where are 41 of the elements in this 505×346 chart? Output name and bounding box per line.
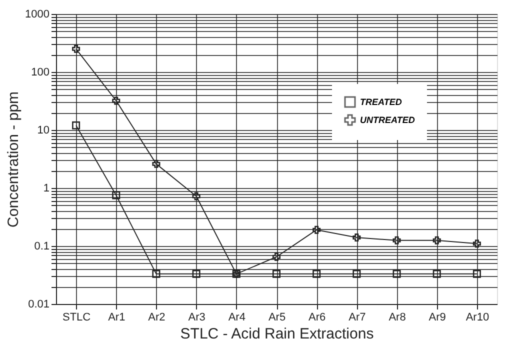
point: [312, 270, 321, 278]
point: [432, 236, 441, 244]
x-tick-label: Ar8: [388, 312, 406, 324]
x-tick-label: Ar4: [228, 312, 246, 324]
point: [392, 270, 401, 278]
point: [272, 270, 281, 278]
point: [392, 236, 401, 244]
point: [312, 226, 321, 234]
point: [272, 252, 281, 261]
x-tick-label: Ar6: [308, 312, 326, 324]
x-tick-label: Ar3: [188, 312, 206, 324]
y-tick-label: 1: [43, 182, 50, 194]
y-tick-label: 0.1: [34, 240, 50, 252]
x-tick-label: Ar1: [108, 312, 126, 324]
point: [152, 160, 160, 168]
point: [72, 121, 80, 130]
y-axis-title: Concentration - ppm: [5, 92, 22, 228]
point: [352, 270, 361, 278]
legend-label: TREATED: [360, 97, 402, 107]
legend-label: UNTREATED: [360, 115, 416, 125]
x-tick-label: Ar5: [268, 312, 286, 324]
point: [472, 240, 481, 248]
point: [432, 270, 441, 278]
x-tick-label: Ar2: [148, 312, 166, 324]
point: [72, 44, 80, 53]
point: [112, 191, 120, 200]
point: [472, 270, 481, 278]
point: [352, 234, 361, 242]
point: [192, 192, 200, 200]
x-tick-label: Ar9: [428, 312, 446, 324]
x-axis-title: STLC - Acid Rain Extractions: [180, 326, 374, 342]
point: [112, 96, 120, 105]
x-tick-label: Ar10: [466, 312, 490, 324]
y-tick-label: 1000: [25, 8, 50, 20]
x-tick-label: STLC: [62, 312, 91, 324]
y-tick-label: 100: [31, 66, 50, 78]
point: [192, 270, 200, 278]
y-tick-label: 10: [37, 124, 50, 136]
y-tick-label: 0.01: [28, 298, 50, 310]
x-tick-label: Ar7: [348, 312, 366, 324]
point: [152, 270, 160, 278]
